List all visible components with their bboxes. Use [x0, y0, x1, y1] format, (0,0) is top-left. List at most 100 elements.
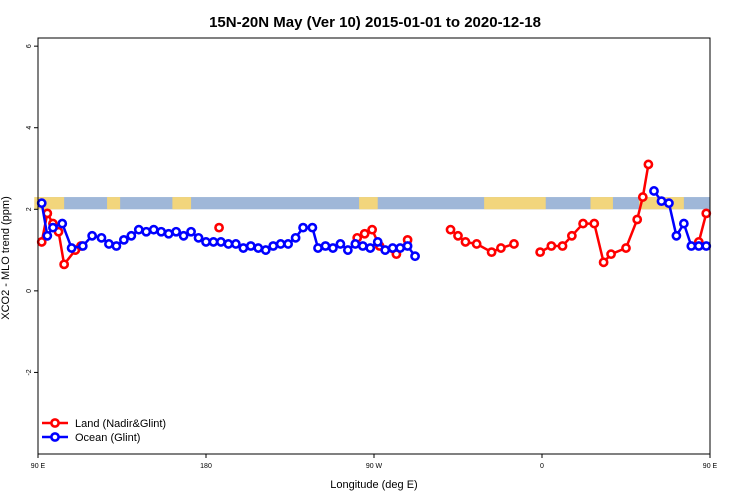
data-point — [496, 243, 506, 253]
data-point — [342, 245, 353, 255]
data-point — [186, 226, 196, 237]
data-point — [621, 243, 631, 253]
data-point — [66, 243, 77, 253]
data-point — [42, 230, 53, 241]
data-point — [313, 243, 323, 253]
data-point — [163, 228, 174, 239]
data-point — [453, 230, 463, 241]
data-point — [260, 245, 271, 255]
data-point — [290, 232, 301, 243]
x-axis-label: Longitude (deg E) — [330, 479, 417, 491]
data-point — [387, 243, 398, 253]
data-point — [133, 224, 144, 235]
data-point — [365, 243, 376, 253]
chart-title: 15N-20N May (Ver 10) 2015-01-01 to 2020-… — [209, 14, 541, 31]
y-axis-label: XCO2 - MLO trend (ppm) — [0, 196, 12, 319]
data-point — [671, 230, 682, 241]
data-point — [320, 241, 331, 251]
data-point — [156, 226, 167, 237]
data-point — [48, 222, 58, 233]
data-point — [201, 237, 211, 247]
data-point — [578, 218, 588, 229]
series-line — [539, 164, 650, 265]
data-point — [307, 222, 318, 233]
data-point — [59, 259, 70, 270]
series-ocean — [36, 186, 712, 262]
data-point — [171, 226, 182, 237]
data-point — [118, 234, 129, 245]
y-tick-label: 4 — [26, 126, 33, 130]
data-point — [111, 241, 122, 251]
data-point — [380, 245, 391, 255]
data-point — [486, 247, 497, 258]
data-point — [649, 186, 659, 196]
y-tick-label: -2 — [26, 369, 33, 375]
data-point — [245, 241, 256, 251]
legend-label: Land (Nadir&Glint) — [75, 418, 166, 430]
legend-label: Ocean (Glint) — [75, 432, 140, 444]
data-point — [77, 241, 88, 251]
land-patch — [172, 197, 192, 210]
land-patch — [484, 197, 546, 210]
data-point — [104, 239, 114, 249]
data-point — [357, 241, 368, 251]
data-point — [535, 247, 546, 258]
data-point — [656, 196, 667, 207]
data-point — [445, 224, 456, 235]
data-point — [460, 237, 471, 247]
data-point — [701, 208, 712, 219]
land-patch — [590, 197, 613, 210]
legend: Land (Nadir&Glint) Ocean (Glint) — [42, 418, 166, 444]
data-point — [275, 239, 286, 249]
data-point — [214, 222, 224, 233]
data-point — [664, 198, 674, 209]
data-point — [223, 239, 234, 249]
data-point — [126, 230, 137, 241]
data-point — [96, 232, 107, 243]
data-point — [87, 230, 98, 241]
series-line — [697, 213, 708, 243]
data-point — [57, 218, 68, 229]
series-land — [36, 159, 712, 270]
data-point — [335, 239, 346, 249]
data-point — [471, 239, 482, 249]
y-tick-label: 6 — [26, 44, 33, 48]
data-point — [701, 241, 712, 251]
data-point — [208, 237, 219, 247]
data-point — [193, 232, 204, 243]
data-point — [557, 241, 568, 251]
data-point — [283, 239, 294, 249]
y-ticks: -2 0 2 4 6 — [26, 44, 38, 376]
data-point — [253, 243, 264, 253]
data-point — [350, 239, 361, 249]
mask-band — [34, 197, 710, 210]
data-point — [678, 218, 689, 229]
data-point — [141, 226, 152, 237]
y-tick-label: 0 — [26, 289, 33, 293]
data-point — [178, 230, 189, 241]
data-point — [268, 241, 279, 251]
data-point — [566, 230, 577, 241]
series-layer — [36, 159, 712, 270]
x-tick-label: 90 E — [703, 463, 718, 470]
land-patch — [359, 197, 378, 210]
x-tick-label: 90 E — [31, 463, 46, 470]
data-point — [328, 243, 338, 253]
y-tick-label: 2 — [26, 207, 33, 211]
data-point — [589, 218, 600, 229]
data-point — [216, 237, 226, 247]
legend-marker — [50, 432, 60, 442]
data-point — [632, 214, 643, 225]
data-point — [693, 241, 704, 251]
data-point — [148, 224, 159, 235]
data-point — [230, 239, 241, 249]
data-point — [372, 237, 383, 247]
x-tick-label: 0 — [540, 463, 544, 470]
data-point — [686, 241, 697, 251]
x-tick-label: 90 W — [366, 463, 383, 470]
data-point — [546, 241, 557, 251]
legend-marker — [50, 418, 60, 428]
data-point — [298, 222, 308, 233]
data-point — [509, 239, 519, 249]
x-ticks: 90 E 180 90 W 0 90 E — [31, 454, 718, 470]
